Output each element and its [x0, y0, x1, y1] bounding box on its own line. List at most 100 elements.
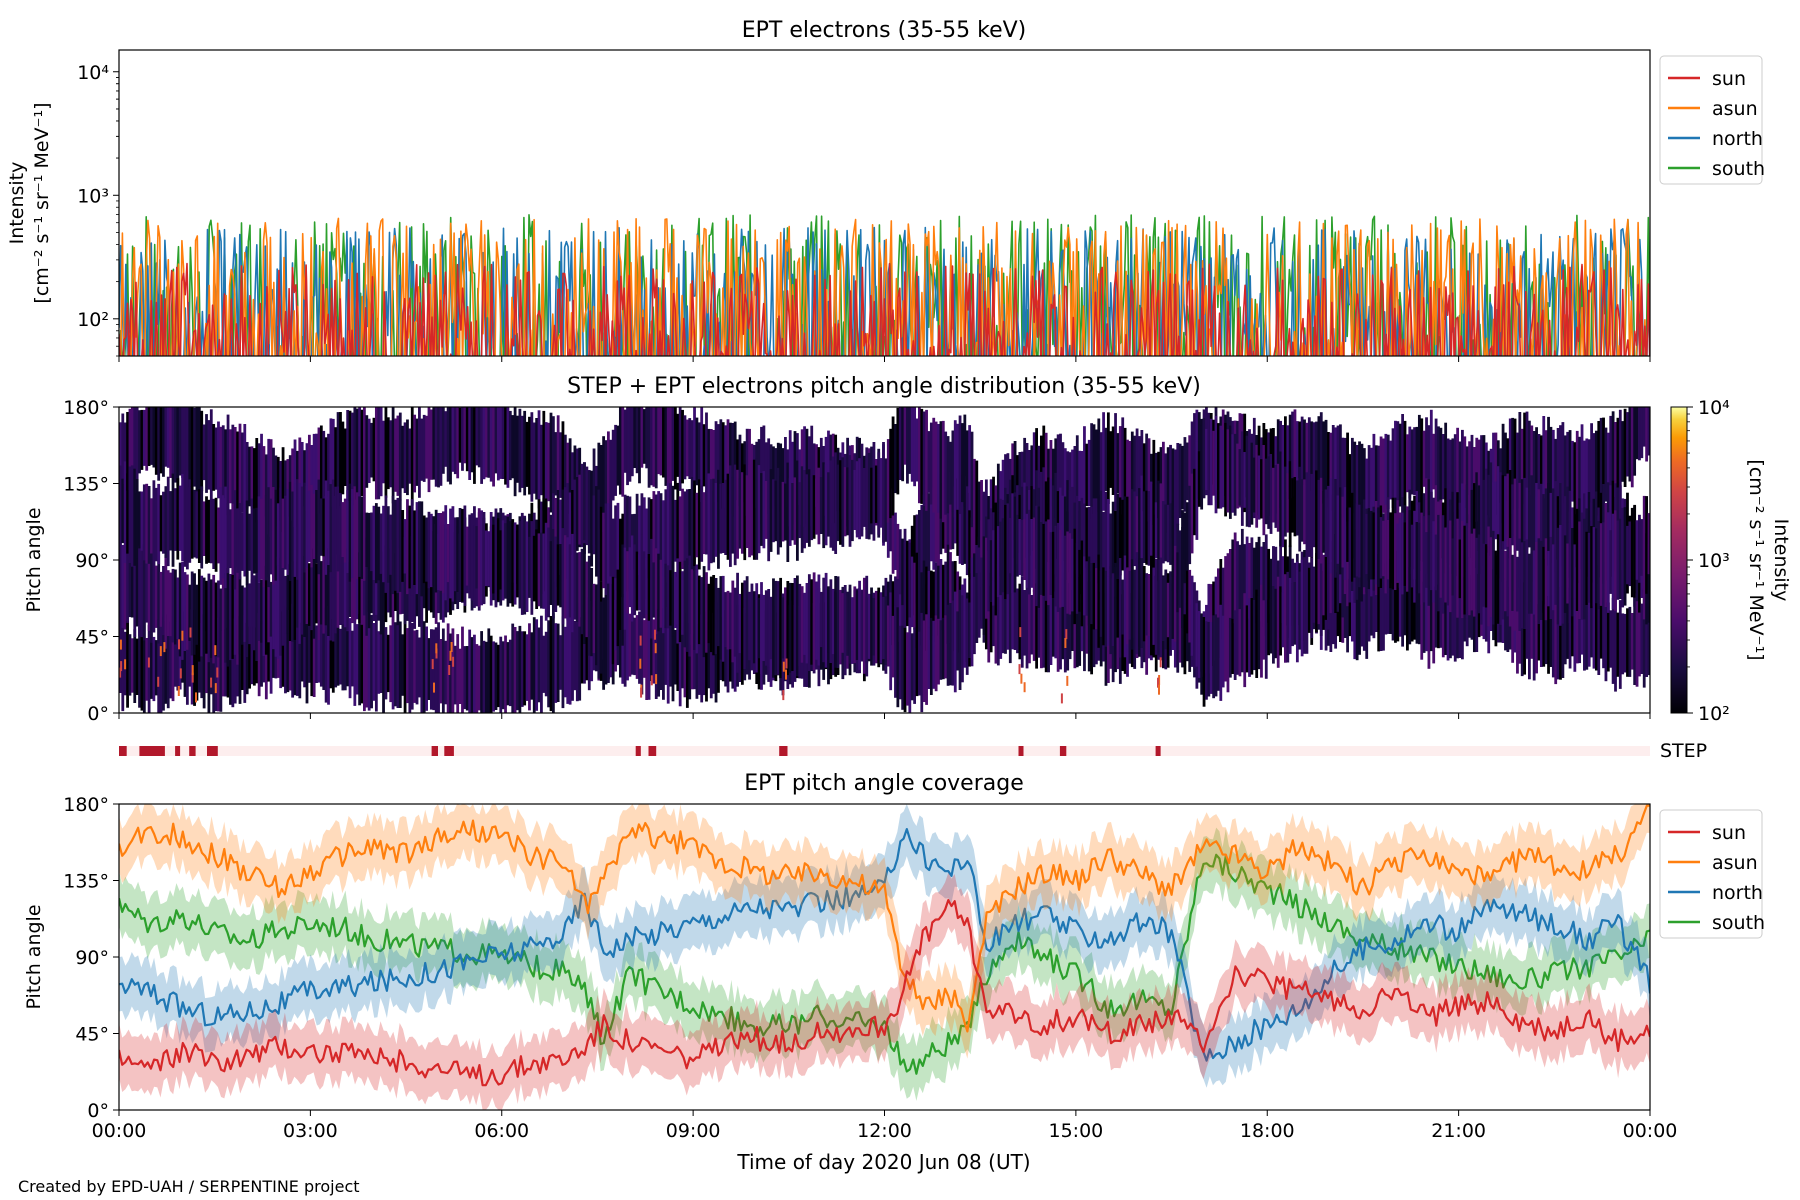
heatmap-cell: [1164, 569, 1168, 650]
heatmap-cell: [1154, 502, 1158, 559]
heatmap-cell: [1374, 508, 1378, 585]
heatmap-cell-high: [1018, 664, 1021, 675]
heatmap-cell: [171, 473, 175, 567]
heatmap-cell: [1126, 439, 1129, 498]
heatmap-cell: [1231, 618, 1235, 674]
heatmap-cell: [147, 407, 151, 466]
heatmap-cell: [604, 440, 608, 519]
heatmap-cell: [1269, 598, 1273, 654]
heatmap-cell: [279, 487, 283, 581]
heatmap-cell: [1250, 598, 1254, 675]
heatmap-cell: [461, 407, 464, 471]
heatmap-cell: [563, 487, 567, 583]
heatmap-cell: [1324, 489, 1328, 557]
heatmap-cell: [678, 561, 682, 643]
heatmap-cell: [1001, 518, 1005, 593]
heatmap-cell: [530, 632, 534, 700]
heatmap-cell: [1554, 587, 1558, 685]
heatmap-cell: [1291, 478, 1294, 533]
heatmap-cell: [1327, 485, 1330, 564]
heatmap-cell: [140, 409, 144, 470]
heatmap-cell: [1542, 546, 1546, 613]
heatmap-cell: [934, 489, 938, 562]
legend-box: [1659, 55, 1763, 185]
heatmap-cell: [1135, 496, 1139, 559]
heatmap-cell: [252, 448, 256, 511]
heatmap-cell: [688, 622, 692, 700]
heatmap-cell: [607, 431, 610, 518]
heatmap-cell: [346, 410, 350, 504]
heatmap-cell: [1618, 600, 1622, 689]
heatmap-cell: [1039, 586, 1043, 669]
heatmap-cell: [183, 407, 187, 487]
heatmap-cell: [1573, 579, 1577, 672]
heatmap-cell: [205, 496, 208, 564]
heatmap-cell: [688, 418, 692, 479]
heatmap-cell: [898, 625, 902, 700]
heatmap-cell: [1238, 544, 1242, 612]
heatmap-cell: [1461, 429, 1464, 522]
heatmap-cell: [255, 507, 259, 573]
heatmap-cell: [1331, 540, 1335, 610]
heatmap-cell: [1051, 531, 1055, 598]
heatmap-cell: [1422, 581, 1426, 653]
heatmap-cell: [707, 428, 711, 487]
heatmap-cell: [1484, 468, 1488, 557]
heatmap-cell: [1461, 520, 1464, 619]
heatmap-cell: [394, 622, 397, 707]
heatmap-cell: [1286, 571, 1290, 663]
heatmap-cell: [1544, 538, 1548, 621]
heatmap-cell: [1358, 565, 1361, 655]
heatmap-cell: [1068, 583, 1072, 660]
heatmap-cell: [1377, 507, 1381, 587]
heatmap-cell: [269, 439, 273, 537]
colorbar-label-line2: [cm⁻² s⁻¹ sr⁻¹ MeV⁻¹]: [1745, 459, 1767, 660]
heatmap-cell: [1336, 425, 1340, 519]
step-flag: [431, 746, 438, 756]
heatmap-cell: [324, 480, 328, 575]
heatmap-cell: [1362, 570, 1366, 651]
heatmap-cell: [219, 616, 223, 712]
heatmap-cell: [166, 614, 170, 709]
heatmap-cell-high: [1065, 629, 1068, 640]
heatmap-cell: [740, 443, 744, 499]
heatmap-cell: [372, 417, 376, 482]
heatmap-cell: [1542, 494, 1546, 553]
heatmap-cell: [298, 553, 302, 644]
heatmap-cell: [501, 641, 505, 710]
heatmap-cell: [1252, 547, 1256, 617]
heatmap-cell: [1293, 477, 1297, 537]
legend-label-asun: asun: [1712, 852, 1758, 874]
heatmap-cell: [1145, 573, 1149, 636]
heatmap-cell: [839, 460, 842, 545]
heatmap-cell: [1068, 452, 1072, 512]
colorbar-tick-label: 10²: [1698, 703, 1730, 725]
heatmap-cell: [456, 634, 460, 713]
y-tick-label: 0°: [87, 703, 109, 725]
heatmap-cell: [939, 559, 943, 639]
heatmap-cell: [1004, 580, 1007, 654]
heatmap-cell: [1638, 407, 1641, 461]
heatmap-cell: [733, 464, 737, 566]
heatmap-cell: [1272, 467, 1275, 523]
heatmap-cell: [363, 558, 366, 616]
heatmap-cell: [1647, 598, 1650, 676]
heatmap-cell: [1020, 451, 1024, 522]
heatmap-cell: [879, 592, 883, 663]
heatmap-cell-high: [452, 656, 455, 667]
heatmap-cell: [1176, 552, 1180, 613]
legend-label-south: south: [1712, 158, 1765, 180]
heatmap-cell: [1580, 519, 1584, 620]
heatmap-cell: [772, 578, 775, 678]
heatmap-cell: [243, 508, 247, 577]
heatmap-cell: [305, 485, 309, 568]
heatmap-cell: [296, 606, 299, 696]
heatmap-cell: [848, 584, 852, 664]
colorbar-tick-label: 10³: [1698, 550, 1730, 572]
heatmap-cell: [279, 557, 283, 656]
heatmap-cell: [635, 551, 639, 611]
heatmap-cell: [312, 493, 316, 559]
heatmap-cell: [166, 476, 170, 567]
heatmap-cell: [609, 498, 613, 600]
heatmap-cell: [994, 514, 998, 616]
